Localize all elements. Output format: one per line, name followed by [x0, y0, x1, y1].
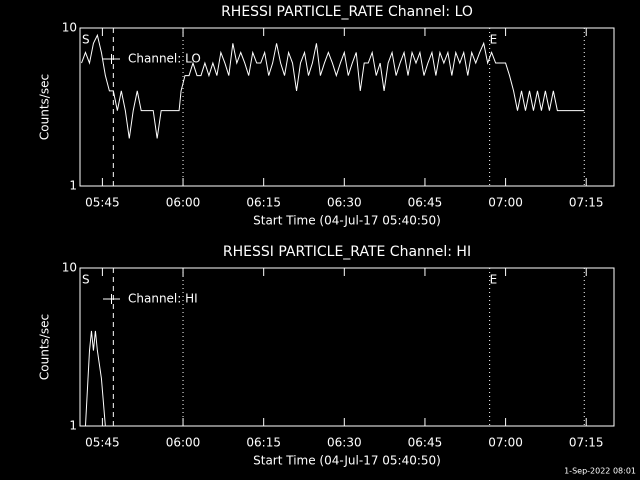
x-tick-label: 06:00: [166, 196, 201, 210]
y-tick-label: 1: [69, 419, 77, 433]
y-axis-label: Counts/sec: [38, 74, 52, 140]
x-tick-label: 06:00: [166, 436, 201, 450]
y-tick-label: 10: [62, 21, 77, 35]
x-tick-label: 05:45: [85, 196, 120, 210]
x-tick-label: 05:45: [85, 436, 120, 450]
chart-title: RHESSI PARTICLE_RATE Channel: LO: [221, 4, 473, 20]
annotation: S: [82, 273, 90, 287]
annotation: E: [490, 273, 498, 287]
data-line: [81, 33, 585, 139]
x-tick-label: 06:30: [327, 436, 362, 450]
y-axis-label: Counts/sec: [38, 314, 52, 380]
y-tick-label: 10: [62, 261, 77, 275]
x-tick-label: 07:15: [569, 196, 604, 210]
plot-frame: [79, 267, 615, 427]
x-axis-label: Start Time (04-Jul-17 05:40:50): [253, 214, 441, 228]
data-line: [84, 330, 106, 426]
footer: 1-Sep-2022 08:01: [564, 467, 636, 476]
annotation: S: [82, 33, 90, 47]
x-axis-label: Start Time (04-Jul-17 05:40:50): [253, 454, 441, 468]
y-tick-label: 1: [69, 179, 77, 193]
x-tick-label: 07:15: [569, 436, 604, 450]
x-tick-label: 06:45: [408, 196, 443, 210]
x-tick-label: 07:00: [488, 196, 523, 210]
annotation: E: [490, 33, 498, 47]
chart-title: RHESSI PARTICLE_RATE Channel: HI: [223, 244, 471, 260]
plot-frame: [79, 27, 615, 187]
legend-label: Channel: HI: [128, 292, 198, 306]
x-tick-label: 06:15: [246, 436, 281, 450]
x-tick-label: 06:30: [327, 196, 362, 210]
x-tick-label: 07:00: [488, 436, 523, 450]
x-tick-label: 06:15: [246, 196, 281, 210]
x-tick-label: 06:45: [408, 436, 443, 450]
legend-label: Channel: LO: [128, 52, 201, 66]
